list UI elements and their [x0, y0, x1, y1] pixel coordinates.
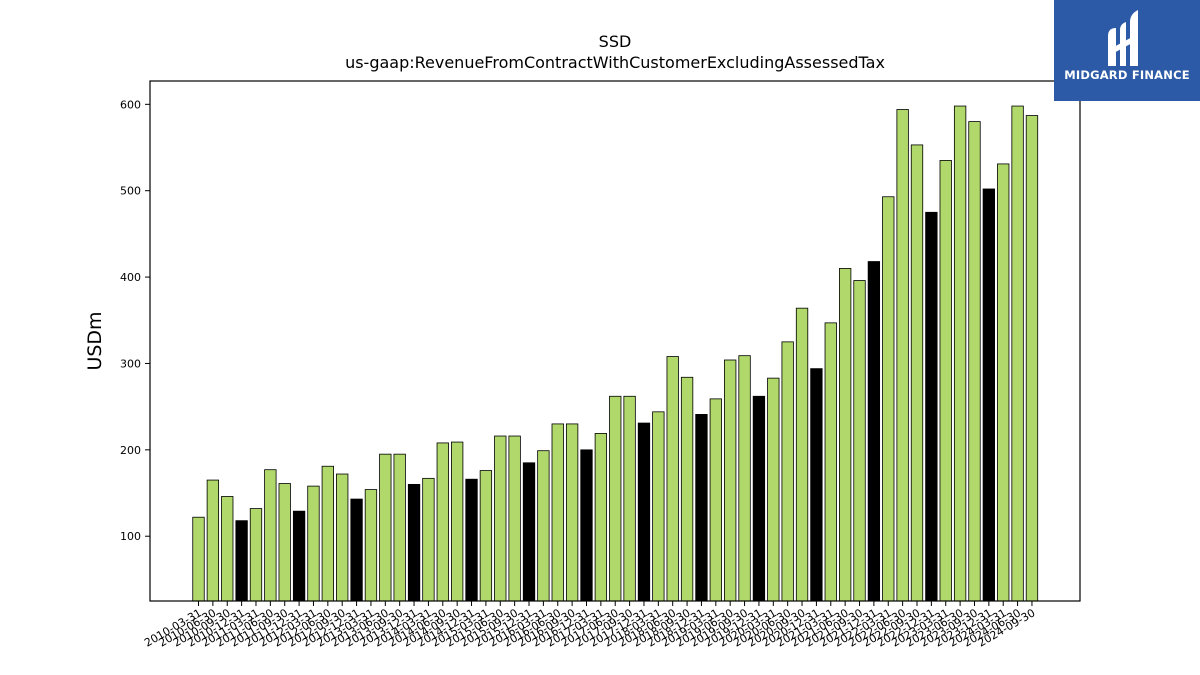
bar [666, 356, 679, 602]
bar [982, 188, 995, 602]
bar [752, 395, 766, 602]
bar [738, 355, 751, 602]
bar [724, 359, 737, 602]
bar [565, 423, 579, 602]
bar [925, 211, 938, 602]
y-tick-label: 200 [120, 444, 141, 457]
bar [1025, 115, 1039, 602]
bar [393, 453, 406, 602]
bar [192, 516, 205, 602]
bar [968, 121, 981, 602]
bar [379, 453, 392, 602]
bar [407, 483, 421, 602]
bar [867, 261, 881, 602]
bar [451, 441, 464, 602]
bar [781, 341, 794, 602]
bar [882, 196, 895, 602]
bar [551, 423, 564, 602]
bar [537, 450, 550, 602]
bar [422, 477, 435, 602]
y-tick-label: 600 [120, 98, 141, 111]
bar [522, 462, 536, 602]
bar [795, 307, 809, 602]
bar [637, 422, 651, 602]
bar [767, 377, 780, 602]
bar [810, 368, 823, 602]
bar [508, 435, 521, 602]
bar [709, 398, 722, 602]
y-tick-label: 300 [120, 357, 141, 370]
bar [910, 144, 924, 602]
bar [997, 163, 1010, 602]
bar [264, 469, 277, 602]
brand-name: MIDGARD FINANCE [1064, 68, 1190, 82]
midgard-logo-icon [1108, 10, 1138, 66]
bar [494, 435, 507, 602]
bar [235, 520, 248, 602]
bar [623, 395, 636, 602]
bar [336, 473, 349, 602]
bar [1011, 105, 1024, 602]
bar [479, 470, 493, 602]
brand-logo: MIDGARD FINANCE [1054, 0, 1200, 101]
chart-title: SSD [598, 32, 632, 51]
bar [278, 483, 291, 602]
bar [839, 268, 852, 602]
bar [609, 395, 622, 602]
bar [350, 498, 363, 602]
bar [465, 478, 478, 602]
bar [594, 433, 608, 602]
chart-subtitle: us-gaap:RevenueFromContractWithCustomerE… [345, 53, 885, 72]
bar [939, 160, 952, 602]
bar [853, 280, 866, 602]
bar [953, 105, 967, 602]
bar [824, 322, 837, 602]
bar [249, 508, 263, 602]
bar [364, 489, 378, 602]
bar [580, 449, 593, 602]
bar [680, 376, 694, 602]
y-tick-label: 500 [120, 185, 141, 198]
bar [436, 442, 449, 602]
y-tick-label: 400 [120, 271, 141, 284]
bar [695, 414, 708, 602]
y-tick-label: 100 [120, 530, 141, 543]
bar [206, 479, 220, 602]
bar [221, 496, 234, 602]
bar [307, 485, 320, 602]
y-axis-label: USDm [84, 311, 106, 370]
bar [896, 109, 909, 602]
bar [321, 465, 334, 602]
bar [652, 411, 665, 602]
bar [292, 510, 306, 602]
